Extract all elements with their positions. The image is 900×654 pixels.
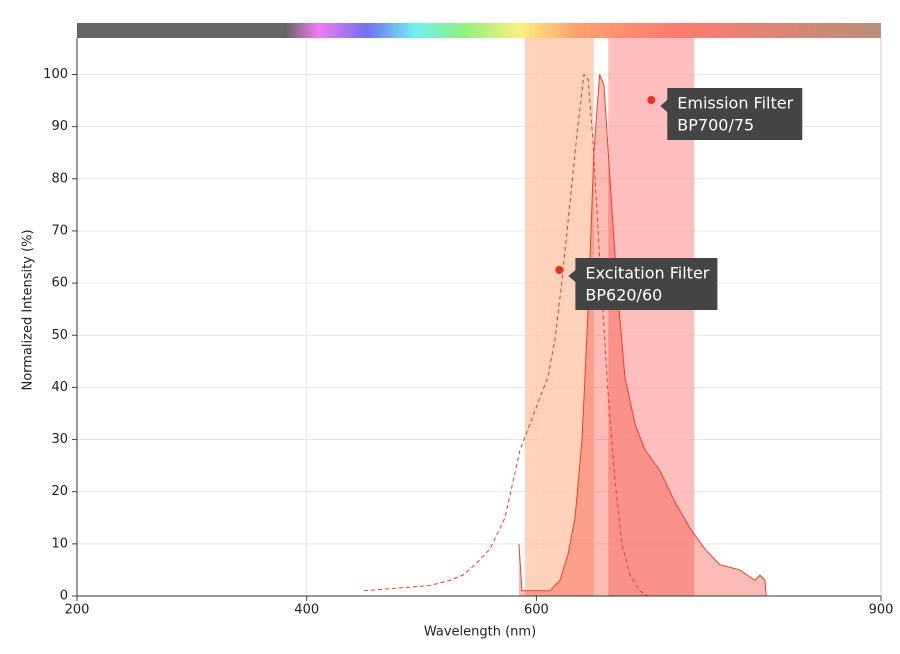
y-tick-label: 40	[51, 380, 68, 395]
x-tick-label: 400	[294, 603, 319, 618]
spectrum-line	[364, 73, 649, 597]
x-tick-label: 900	[869, 603, 894, 618]
annotation-dot	[555, 266, 564, 274]
annotation-box	[660, 88, 803, 140]
x-axis-label: Wavelength (nm)	[424, 625, 536, 640]
y-tick-label: 0	[60, 589, 68, 604]
annotation: Emission Filter BP700/75	[647, 88, 803, 140]
y-tick-label: 10	[51, 536, 68, 551]
annotation-label: BP620/60	[585, 286, 662, 305]
y-tick-label: 50	[51, 328, 68, 343]
annotation-label: BP700/75	[677, 116, 754, 135]
y-tick-label: 70	[51, 223, 68, 238]
y-tick-label: 20	[51, 484, 68, 499]
y-axis-label: Normalized Intensity (%)	[21, 229, 36, 390]
annotation-box	[568, 258, 718, 310]
filter-band	[524, 38, 594, 596]
y-tick-label: 80	[51, 171, 68, 186]
y-tick-label: 100	[43, 67, 68, 82]
annotation-title: Excitation Filter	[585, 264, 709, 283]
y-tick-label: 90	[51, 119, 68, 134]
y-tick-label: 30	[51, 432, 68, 447]
x-tick-label: 600	[524, 603, 549, 618]
spectrum-line	[518, 74, 767, 597]
annotation-title: Emission Filter	[677, 94, 793, 113]
area-fill	[518, 74, 767, 597]
y-tick-label: 60	[51, 276, 68, 291]
annotation: Excitation Filter BP620/60	[555, 258, 718, 310]
spectrum-bar	[77, 23, 881, 38]
x-tick-label: 200	[65, 603, 90, 618]
annotation-dot	[647, 96, 656, 104]
plot: 0 10 20 30 40 50 60 70 80 90 100 200 400 600 900 Excita…	[43, 38, 893, 618]
